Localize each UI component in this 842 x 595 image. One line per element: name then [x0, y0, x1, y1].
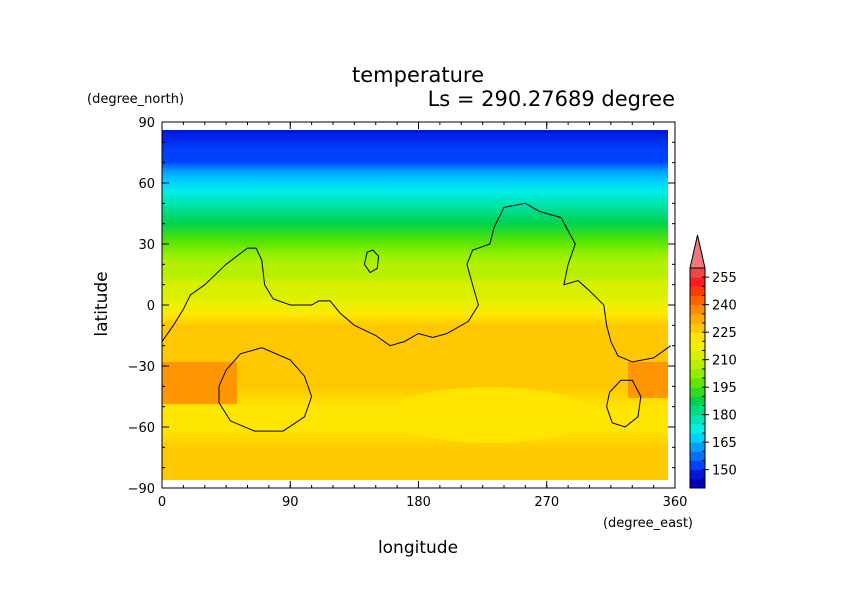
y-tick-label: 60	[138, 177, 155, 192]
colorbar-segment	[690, 378, 705, 388]
y-tick-label: −30	[128, 360, 155, 375]
colorbar-segment	[690, 414, 705, 425]
y-axis-unit: (degree_north)	[87, 92, 184, 107]
x-tick-label: 90	[282, 495, 299, 510]
colorbar-segment	[690, 323, 705, 333]
colorbar-label: 240	[712, 299, 737, 314]
colorbar-segment	[690, 295, 705, 306]
y-axis-label: latitude	[92, 271, 112, 336]
colorbar-label: 150	[712, 464, 737, 479]
colorbar-segment	[690, 332, 705, 342]
y-axis-ticks: 90 60 30 0 −30 −60 −90	[128, 116, 675, 497]
colorbar: 255 240 225 210 195 180 165 150	[689, 234, 737, 489]
chart-title: temperature	[352, 63, 484, 87]
colorbar-segment	[690, 304, 705, 315]
x-tick-label: 0	[158, 495, 166, 510]
colorbar-segment	[690, 350, 705, 361]
colorbar-segment	[690, 442, 705, 452]
southeastern-basin-contour	[606, 379, 642, 428]
warm-band-west	[162, 362, 237, 404]
colorbar-segment	[690, 396, 705, 406]
x-axis-label: longitude	[378, 538, 458, 558]
cool-patch-south	[385, 387, 595, 443]
colorbar-segment	[690, 478, 705, 489]
colorbar-segment	[690, 286, 705, 296]
colorbar-segment	[690, 341, 705, 351]
colorbar-overflow-arrow	[689, 234, 706, 269]
x-axis-ticks: 0 90 180 270 360	[158, 122, 688, 510]
colorbar-segment	[690, 469, 705, 480]
colorbar-segment	[690, 313, 705, 324]
colorbar-label: 180	[712, 409, 737, 424]
colorbar-segment	[690, 433, 705, 443]
colorbar-segment	[690, 451, 705, 461]
southern-basin-contour	[218, 347, 313, 432]
contour-lines	[162, 202, 671, 432]
colorbar-segment	[690, 405, 705, 416]
colorbar-segment	[690, 368, 705, 379]
x-axis-unit: (degree_east)	[603, 516, 693, 531]
continent-outline-contour	[162, 202, 671, 363]
colorbar-segment	[690, 460, 705, 471]
colorbar-label: 210	[712, 354, 737, 369]
colorbar-segment	[690, 268, 705, 278]
x-tick-label: 360	[663, 495, 688, 510]
small-island-contour	[363, 249, 380, 274]
y-tick-label: −90	[128, 482, 155, 497]
colorbar-segment	[690, 359, 705, 370]
colorbar-label: 255	[712, 271, 737, 286]
y-tick-label: 0	[147, 299, 155, 314]
colorbar-label: 195	[712, 381, 737, 396]
warm-band-east	[628, 362, 668, 398]
colorbar-segment	[690, 387, 705, 397]
colorbar-segment	[690, 423, 705, 434]
colorbar-label: 165	[712, 436, 737, 451]
chart-subtitle: Ls = 290.27689 degree	[428, 87, 675, 111]
x-tick-label: 270	[534, 495, 559, 510]
x-tick-label: 180	[406, 495, 431, 510]
colorbar-label: 225	[712, 326, 737, 341]
colorbar-segment	[690, 277, 705, 287]
y-tick-label: 30	[138, 238, 155, 253]
y-tick-label: −60	[128, 421, 155, 436]
y-tick-label: 90	[138, 116, 155, 131]
